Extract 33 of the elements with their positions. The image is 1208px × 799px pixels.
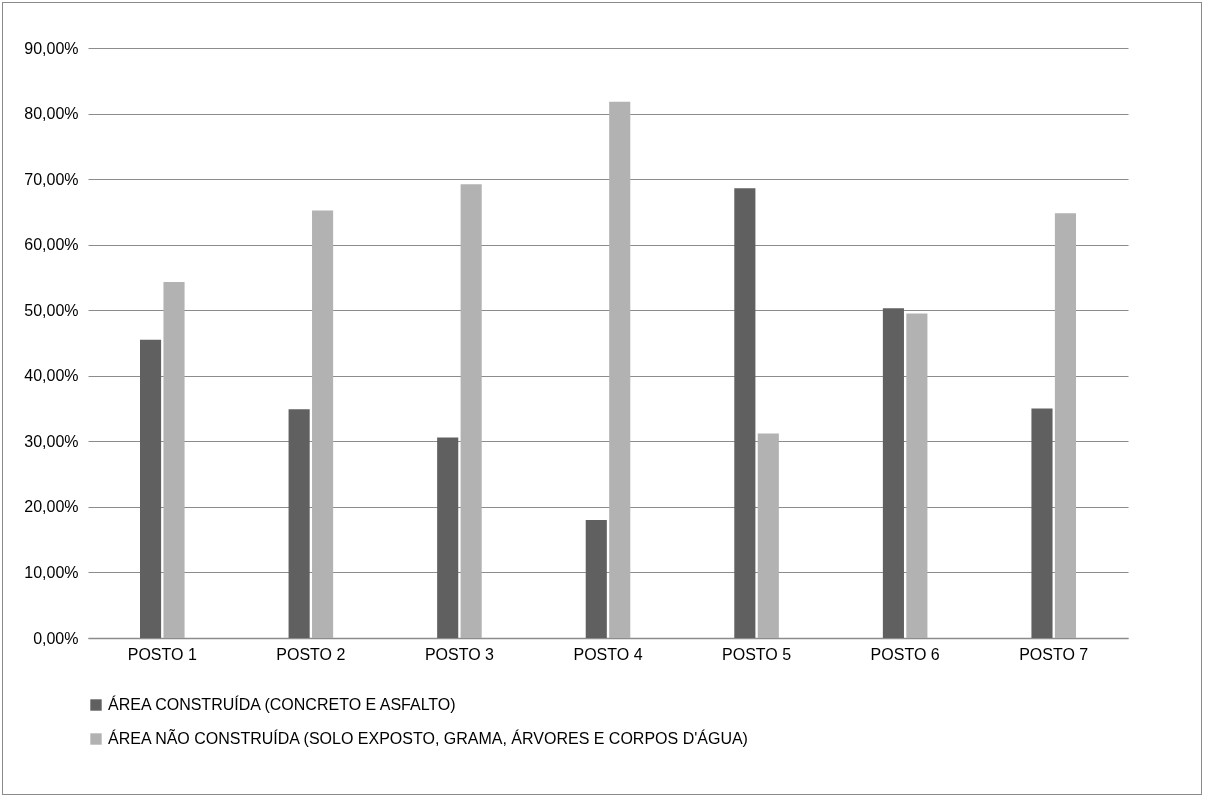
bar [734, 188, 756, 638]
y-tick-label: 80,00% [24, 105, 79, 123]
x-tick-label: POSTO 5 [722, 645, 792, 663]
bar [312, 210, 334, 638]
x-tick-label: POSTO 1 [127, 645, 197, 663]
x-tick-label: POSTO 3 [424, 645, 495, 663]
bar [757, 433, 779, 638]
x-tick-label: POSTO 7 [1019, 645, 1089, 663]
bar [882, 308, 904, 638]
bar [460, 184, 482, 638]
bar [288, 409, 310, 638]
y-tick-label: 30,00% [24, 432, 79, 450]
x-tick-label: POSTO 6 [870, 645, 940, 663]
bar [140, 339, 162, 638]
bar [163, 282, 185, 638]
legend-label: ÁREA CONSTRUÍDA (CONCRETO E ASFALTO) [108, 695, 456, 713]
legend-label: ÁREA NÃO CONSTRUÍDA (SOLO EXPOSTO, GRAMA, ÁRVORES E CORPOS D'ÁGUA) [108, 728, 748, 747]
y-tick-label: 10,00% [24, 563, 79, 581]
bar [585, 520, 607, 638]
bar [609, 101, 631, 638]
y-tick-label: 40,00% [24, 367, 79, 385]
x-tick-label: POSTO 4 [573, 645, 643, 663]
bar [1031, 408, 1053, 638]
bar [906, 313, 928, 638]
y-tick-label: 90,00% [24, 39, 79, 57]
x-tick-label: POSTO 2 [276, 645, 346, 663]
y-tick-label: 70,00% [24, 170, 79, 188]
y-tick-label: 0,00% [33, 629, 79, 647]
y-tick-label: 60,00% [24, 236, 79, 254]
bar [437, 437, 459, 638]
y-tick-label: 20,00% [24, 498, 79, 516]
y-tick-label: 50,00% [24, 301, 79, 319]
bar [1054, 213, 1076, 638]
